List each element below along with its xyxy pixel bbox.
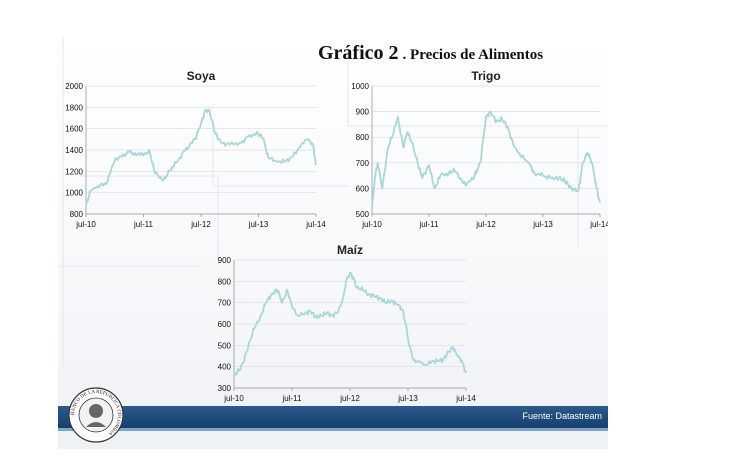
y-tick-label: 1600 (65, 125, 83, 134)
y-tick-label: 800 (356, 133, 370, 142)
y-tick-label: 1000 (351, 82, 369, 91)
y-tick-label: 2000 (65, 82, 83, 91)
y-tick-label: 300 (218, 384, 232, 393)
footer-stripe (58, 428, 608, 431)
series-line (371, 110, 601, 209)
chart-title: Trigo (471, 69, 500, 83)
x-tick-label: jul-10 (361, 220, 382, 229)
x-tick-label: jul-11 (419, 220, 440, 229)
background-decoration (58, 36, 608, 366)
y-tick-label: 800 (70, 210, 84, 219)
series-line (233, 271, 467, 376)
y-tick-label: 1800 (65, 103, 83, 112)
x-tick-label: jul-14 (455, 394, 476, 403)
x-tick-label: jul-12 (475, 220, 496, 229)
x-tick-label: jul-11 (282, 394, 303, 403)
x-tick-label: jul-10 (223, 394, 244, 403)
bank-seal-icon: BANCO DE LA REPUBLICA COLOMBIA (68, 387, 124, 443)
y-tick-label: 800 (218, 277, 232, 286)
y-tick-label: 1000 (65, 189, 83, 198)
y-tick-label: 600 (356, 184, 370, 193)
y-tick-label: 1200 (65, 167, 83, 176)
footer-bar: Fuente: Datastream (58, 406, 608, 428)
y-tick-label: 600 (218, 320, 232, 329)
title-sub: . Precios de Alimentos (402, 47, 544, 63)
x-tick-label: jul-10 (75, 220, 96, 229)
y-tick-label: 900 (356, 108, 370, 117)
y-tick-label: 700 (218, 299, 232, 308)
title-main: Gráfico 2 (318, 42, 399, 64)
x-tick-label: jul-12 (190, 220, 211, 229)
x-tick-label: jul-13 (397, 394, 418, 403)
x-tick-label: jul-13 (532, 220, 553, 229)
y-tick-label: 700 (356, 159, 370, 168)
x-tick-label: jul-14 (305, 220, 326, 229)
source-note: Fuente: Datastream (522, 411, 602, 421)
chart-title: Maíz (337, 243, 363, 257)
x-tick-label: jul-13 (248, 220, 269, 229)
chart-soya: Soya 800 1000 1200 1400 1600 1800 2000 jul-10 jul… (65, 69, 326, 229)
y-tick-label: 400 (218, 363, 232, 372)
y-tick-label: 900 (218, 256, 232, 265)
chart-trigo: Trigo 500 600 700 800 900 1000 jul-10 jul-11 jul-… (351, 69, 608, 229)
page-title: Gráfico 2. Precios de Alimentos (318, 42, 543, 65)
chart-maiz: Maíz 300 400 500 600 700 800 900 jul-10 jul-11 jul… (218, 243, 477, 403)
series-line (85, 108, 317, 206)
y-tick-label: 1400 (65, 146, 83, 155)
axis-line (371, 86, 600, 215)
chart-title: Soya (187, 69, 216, 83)
x-tick-label: jul-11 (133, 220, 154, 229)
x-tick-label: jul-12 (339, 394, 360, 403)
y-tick-label: 500 (356, 210, 370, 219)
y-tick-label: 500 (218, 341, 232, 350)
slide: Gráfico 2. Precios de Alimentos Soya 800 1… (58, 36, 608, 449)
x-tick-label: jul-14 (589, 220, 608, 229)
